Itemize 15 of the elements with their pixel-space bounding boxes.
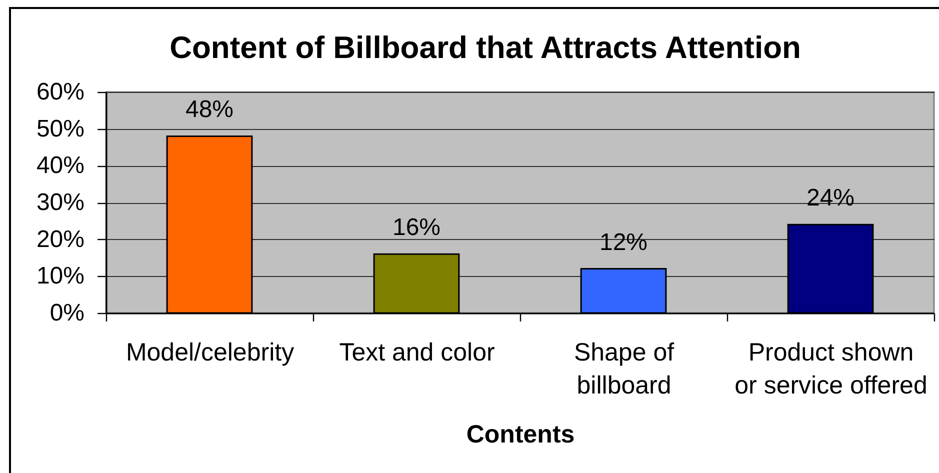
y-tick-label: 0%	[50, 300, 84, 326]
x-tick-label: Model/celebrity	[126, 338, 295, 366]
x-axis-title: Contents	[466, 420, 575, 448]
chart-title: Content of Billboard that Attracts Attention	[170, 30, 801, 65]
y-tick-label: 30%	[36, 189, 84, 216]
y-tick-label: 50%	[36, 115, 84, 142]
data-label: 48%	[185, 96, 234, 124]
y-tick-label: 40%	[36, 152, 84, 180]
x-tick-label: Shape of billboard	[574, 338, 674, 400]
data-label: 16%	[392, 214, 441, 242]
y-tick-label: 20%	[36, 226, 84, 253]
y-tick-label: 60%	[36, 78, 84, 106]
y-tick-label: 10%	[36, 262, 84, 290]
x-tick-label: Product shown or service offered	[734, 338, 928, 400]
x-tick-label: Text and color	[339, 338, 495, 366]
